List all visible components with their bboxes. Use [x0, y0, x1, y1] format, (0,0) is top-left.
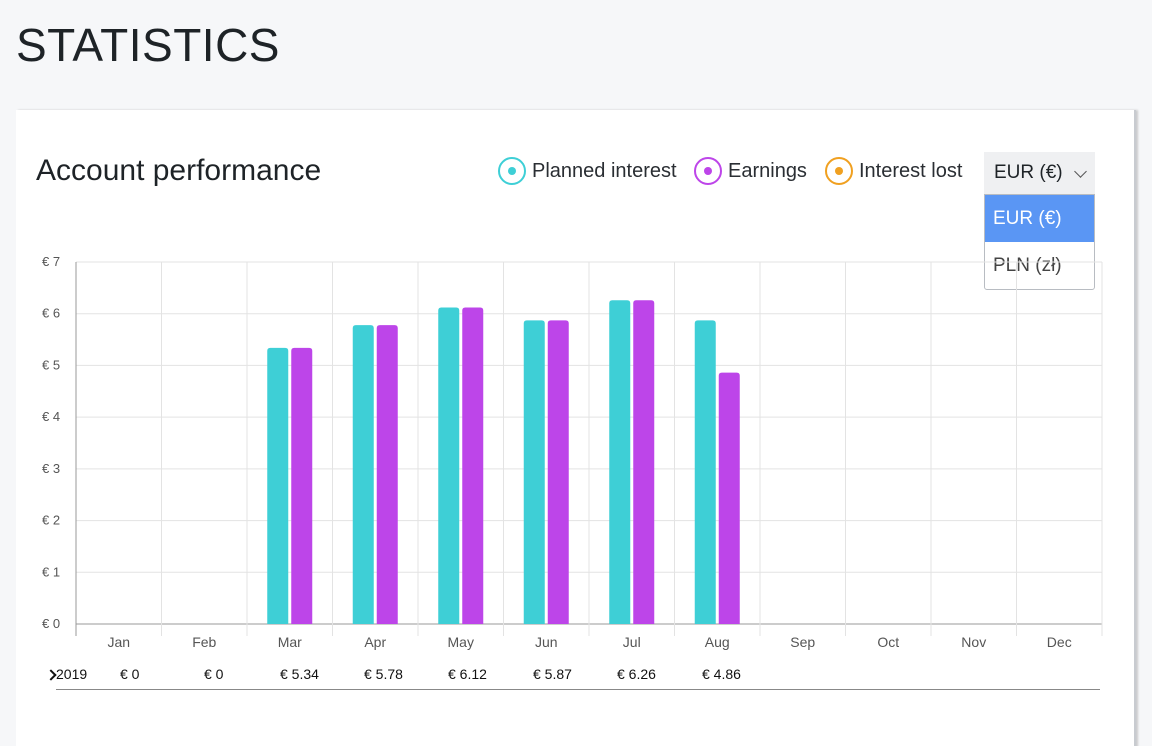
legend-earnings[interactable]: Earnings	[694, 154, 807, 188]
bar-planned-interest	[609, 300, 631, 624]
y-tick-label: € 3	[42, 461, 60, 476]
x-tick-label: Dec	[1047, 634, 1072, 650]
legend-planned-interest[interactable]: Planned interest	[498, 154, 677, 188]
currency-option-pln[interactable]: PLN (zł)	[993, 254, 1062, 276]
x-tick-label: Jan	[107, 634, 130, 650]
x-tick-label: Mar	[278, 634, 302, 650]
planned-interest-dot-icon	[498, 157, 526, 185]
summary-value: € 5.34	[280, 666, 319, 682]
currency-dropdown: EUR (€) PLN (zł)	[984, 194, 1095, 290]
summary-value: € 5.87	[533, 666, 572, 682]
bar-earnings	[291, 347, 313, 624]
x-tick-label: Aug	[705, 634, 730, 650]
interest-lost-dot-icon	[825, 157, 853, 185]
currency-option-eur[interactable]: EUR (€)	[985, 195, 1094, 242]
chevron-right-icon[interactable]	[45, 669, 57, 681]
x-tick-label: Nov	[961, 634, 986, 650]
summary-year: 2019	[56, 666, 88, 682]
summary-value: € 6.12	[448, 666, 487, 682]
bar-earnings	[547, 320, 569, 624]
bar-earnings	[633, 300, 655, 624]
y-tick-label: € 2	[42, 513, 60, 528]
legend-label: Interest lost	[859, 159, 963, 182]
y-tick-label: € 1	[42, 564, 60, 579]
bar-planned-interest	[267, 347, 289, 624]
summary-divider	[56, 689, 1100, 690]
summary-value: € 5.78	[364, 666, 403, 682]
bar-earnings	[376, 325, 398, 624]
bar-earnings	[718, 372, 740, 624]
x-tick-label: Oct	[877, 634, 899, 650]
x-tick-label: Sep	[790, 634, 815, 650]
summary-value: € 4.86	[702, 666, 741, 682]
summary-row-2019[interactable]: 2019 € 0 € 0 € 5.34 € 5.78 € 6.12 € 5.87…	[40, 662, 1104, 690]
y-tick-label: € 5	[42, 357, 60, 372]
y-tick-label: € 0	[42, 616, 60, 631]
card-title: Account performance	[36, 154, 322, 187]
bar-planned-interest	[523, 320, 545, 624]
x-tick-label: Apr	[364, 634, 386, 650]
y-tick-label: € 7	[42, 254, 60, 269]
summary-value: € 0	[120, 666, 140, 682]
y-tick-label: € 4	[42, 409, 60, 424]
legend-label: Planned interest	[532, 159, 677, 182]
x-tick-label: Jun	[535, 634, 558, 650]
bar-planned-interest	[438, 307, 460, 624]
bar-planned-interest	[352, 325, 374, 624]
x-tick-label: Jul	[623, 634, 641, 650]
x-tick-label: Feb	[192, 634, 216, 650]
x-tick-label: May	[448, 634, 474, 650]
account-performance-chart: € 0 € 1 € 2 € 3 € 4 € 5 € 6 € 7 Jan Feb Mar Apr May J…	[42, 254, 1103, 650]
summary-value: € 0	[204, 666, 224, 682]
summary-value: € 6.26	[617, 666, 656, 682]
legend-label: Earnings	[728, 159, 807, 182]
y-tick-label: € 6	[42, 306, 60, 321]
bar-earnings	[462, 307, 484, 624]
currency-select-value: EUR (€)	[994, 162, 1063, 183]
page-title: STATISTICS	[16, 19, 280, 71]
account-performance-card: Account performance Planned interest Ear…	[16, 110, 1136, 746]
legend-interest-lost[interactable]: Interest lost	[825, 154, 962, 188]
bar-planned-interest	[694, 320, 716, 624]
currency-select[interactable]: EUR (€)	[984, 152, 1095, 194]
earnings-dot-icon	[694, 157, 722, 185]
